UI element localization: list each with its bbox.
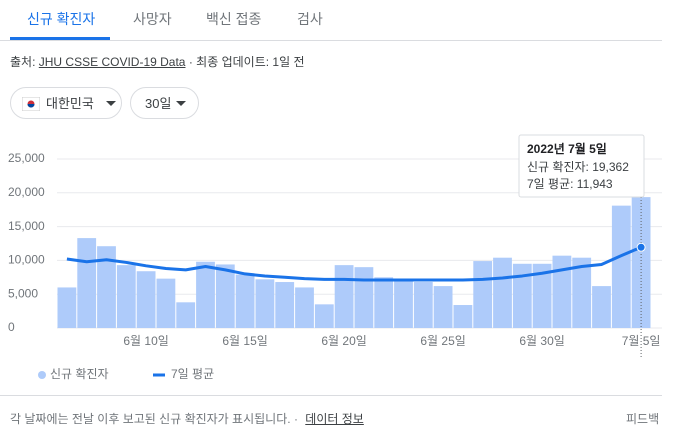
tab-indicator	[10, 37, 110, 40]
feedback-link[interactable]: 피드백	[626, 412, 660, 426]
y-tick-label: 20,000	[8, 185, 45, 199]
bar	[354, 267, 374, 328]
source-prefix: 출처:	[10, 55, 36, 69]
bar	[275, 282, 295, 328]
bar	[433, 286, 453, 328]
bar	[493, 257, 512, 328]
bar	[116, 265, 136, 328]
footer-text: 각 날짜에는 전날 이후 보고된 신규 확진자가 표시됩니다.	[10, 412, 291, 426]
bar	[413, 282, 433, 328]
bar	[631, 197, 651, 328]
chart: 0 5,000 10,000 15,000 20,000 25,000 6월 10일 6월 1…	[8, 134, 662, 381]
x-tick-label: 6월 30일	[519, 334, 564, 348]
bar	[196, 261, 215, 328]
bar	[512, 263, 532, 328]
bar	[77, 238, 97, 328]
bar	[611, 205, 631, 328]
data-info-link[interactable]: 데이터 정보	[305, 412, 364, 426]
tooltip	[518, 134, 645, 198]
dropdown-label: 30일	[145, 96, 172, 111]
tab[interactable]: 사망자	[133, 11, 172, 27]
footer-note: 각 날짜에는 전날 이후 보고된 신규 확진자가 표시됩니다. · 데이터 정보	[10, 412, 364, 426]
average-line	[66, 245, 642, 282]
bar	[235, 274, 255, 328]
dropdown-label: 대한민국	[46, 96, 94, 111]
bar	[592, 286, 611, 328]
x-tick-label: 6월 10일	[123, 334, 168, 348]
x-tick-label: 6월 20일	[321, 334, 366, 348]
tooltip-line: 7일 평균: 11,943	[527, 177, 613, 191]
source-suffix: · 최종 업데이트: 1일 전	[188, 55, 305, 69]
bar	[176, 302, 196, 328]
bar	[453, 305, 473, 328]
bar	[532, 263, 552, 328]
bar	[394, 280, 413, 328]
y-tick-label: 5,000	[8, 286, 38, 300]
bar	[572, 257, 592, 328]
legend-swatch	[38, 371, 46, 379]
flag-icon	[22, 97, 40, 111]
dropdown-arrow	[176, 101, 186, 106]
tab[interactable]: 백신 접종	[206, 11, 262, 27]
bar	[156, 278, 176, 328]
source-line: 출처: JHU CSSE COVID-19 Data · 최종 업데이트: 1일…	[10, 53, 305, 70]
bar	[136, 271, 156, 328]
legend-label: 신규 확진자	[50, 367, 109, 381]
dropdown-arrow	[106, 101, 116, 106]
tooltip-title: 2022년 7월 5일	[527, 141, 607, 156]
bar	[57, 287, 77, 328]
y-tick-label: 15,000	[8, 219, 45, 233]
tab-bar: 신규 확진자 사망자 백신 접종 검사	[0, 0, 662, 41]
tooltip-line: 신규 확진자: 19,362	[527, 160, 629, 174]
hover-point	[636, 242, 646, 252]
bar	[334, 265, 354, 328]
bar	[255, 279, 275, 328]
source-link[interactable]: JHU CSSE COVID-19 Data	[38, 55, 186, 69]
bar	[97, 246, 116, 328]
y-tick-label: 10,000	[8, 253, 45, 267]
legend-label: 7일 평균	[171, 367, 214, 381]
tab[interactable]: 검사	[297, 11, 323, 27]
tab[interactable]: 신규 확진자	[27, 11, 96, 27]
bar	[473, 261, 493, 328]
range-dropdown[interactable]: 30일	[130, 87, 199, 119]
divider	[0, 395, 662, 396]
bar	[552, 255, 572, 328]
bar	[374, 277, 394, 328]
country-dropdown[interactable]: 대한민국	[10, 87, 122, 119]
x-tick-label: 6월 25일	[420, 334, 465, 348]
y-tick-label: 0	[8, 320, 15, 334]
bar	[314, 304, 334, 328]
bar	[215, 264, 235, 328]
bar	[295, 287, 314, 328]
y-tick-label: 25,000	[8, 151, 45, 165]
x-tick-label: 6월 15일	[222, 334, 267, 348]
